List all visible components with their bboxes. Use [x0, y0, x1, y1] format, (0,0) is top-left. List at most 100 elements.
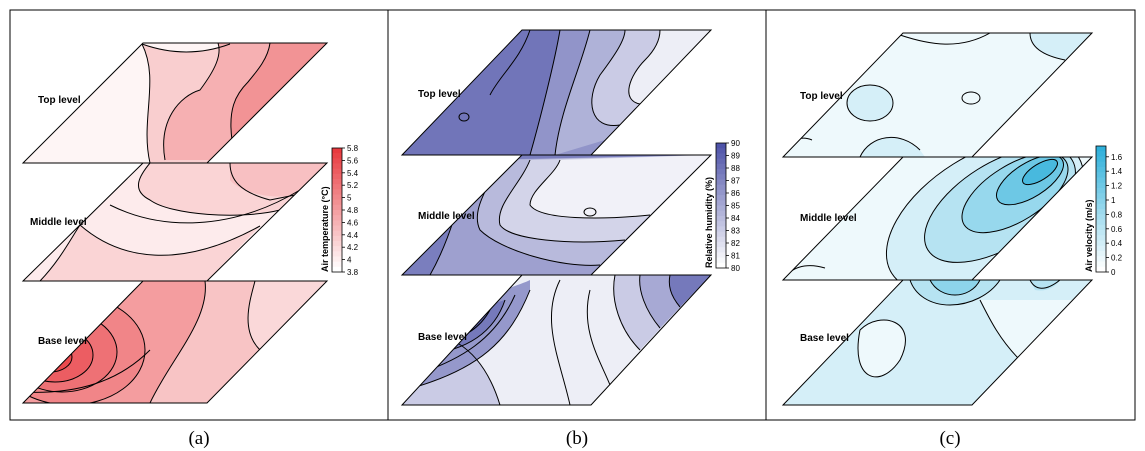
panel-b-top-plane: [400, 29, 713, 156]
colorbar-swatch: [716, 215, 726, 222]
colorbar-swatch: [716, 179, 726, 186]
panel-b-base-contour: [586, 289, 611, 386]
colorbar-swatch: [716, 148, 726, 155]
colorbar-swatch: [332, 225, 342, 232]
colorbar-swatch: [716, 163, 726, 170]
colorbar-tick-label: 4.6: [347, 218, 359, 227]
colorbar-tick-label: 1.6: [1111, 153, 1123, 162]
colorbar-swatch: [716, 236, 726, 243]
colorbar-swatch: [1096, 151, 1106, 158]
colorbar-swatch: [1096, 230, 1106, 236]
colorbar-swatch: [332, 256, 342, 263]
colorbar-swatch: [332, 246, 342, 252]
colorbar-swatch: [332, 266, 342, 273]
panel-a-top-contour: [141, 43, 151, 163]
colorbar-swatch: [332, 194, 342, 201]
panel-c-base-contour: [857, 319, 906, 378]
panel-a-base-contour: [247, 281, 261, 351]
colorbar-tick-label: 80: [731, 264, 740, 273]
colorbar-swatch: [716, 247, 726, 253]
panel-a-middle-plane: [21, 162, 329, 282]
panel-b-base-region: [669, 275, 711, 307]
colorbar-tick-label: 1.4: [1111, 167, 1123, 176]
colorbar-swatch: [1096, 209, 1106, 215]
colorbar-swatch: [332, 153, 342, 159]
panel-c-top-contour: [899, 33, 991, 45]
panel-c-base-region: [980, 300, 1080, 360]
panel-a-top-contour: [230, 43, 271, 141]
colorbar-tick-label: 90: [731, 139, 740, 148]
panel-c-base-contour: [979, 299, 1021, 361]
panel-c-top-plane: [781, 32, 1094, 158]
colorbar-swatch: [1096, 219, 1106, 226]
colorbar-tick-label: 4.4: [347, 231, 359, 240]
panel-b-middle-contour: [583, 207, 597, 217]
panel-c-middle-region: [1022, 159, 1058, 185]
panel-c-middle-contour: [1022, 158, 1058, 186]
colorbar-title: Air temperature (°C): [320, 186, 330, 272]
panel-c-base-contour: [909, 280, 1001, 306]
panel-c-base-region: [930, 280, 980, 295]
colorbar-tick-label: 4.8: [347, 206, 359, 215]
panel-c-middle-contour: [961, 157, 1069, 234]
panel-a-middle-contour: [39, 224, 81, 281]
panel-c-top-contour: [961, 91, 981, 105]
colorbar-swatch: [1096, 203, 1106, 210]
panel-b-middle-contour: [529, 159, 651, 219]
colorbar-tick-label: 84: [731, 214, 740, 223]
colorbar-tick-label: 5.8: [347, 144, 359, 153]
panel-c-top-region: [847, 85, 893, 121]
colorbar-swatch: [716, 184, 726, 191]
colorbar-swatch: [332, 215, 342, 221]
colorbar-swatch: [716, 221, 726, 227]
panel-c-base-region: [858, 320, 906, 377]
panel-c-middle-label: Middle level: [800, 213, 857, 224]
panel-b-base-contour: [613, 275, 641, 351]
colorbar-swatch: [1096, 146, 1106, 152]
panel-b-middle-region: [530, 155, 711, 218]
panel-c-top-region: [1030, 33, 1092, 60]
panel-b-base-outline: [400, 274, 713, 406]
colorbar-swatch: [716, 226, 726, 233]
colorbar-tick-label: 86: [731, 189, 740, 198]
colorbar-swatch: [1096, 172, 1106, 179]
panel-b-top-region: [628, 30, 711, 104]
colorbar-tick-label: 87: [731, 177, 740, 186]
colorbar-swatch: [332, 241, 342, 247]
colorbar-tick-label: 0.6: [1111, 225, 1123, 234]
colorbar-tick-label: 4.2: [347, 243, 359, 252]
caption-b: (b): [566, 428, 588, 449]
panel-a-base-label: Base level: [38, 336, 87, 347]
panel-b: Top level Middle level Base level 90 89 88…: [387, 9, 767, 421]
panel-b-base-contour: [404, 289, 531, 391]
colorbar-swatch: [332, 163, 342, 170]
colorbar-swatch: [1096, 198, 1106, 205]
colorbar-swatch: [716, 195, 726, 201]
colorbar-swatch: [1096, 161, 1106, 168]
colorbar-swatch: [1096, 193, 1106, 200]
panel-b-top-contour: [458, 112, 470, 122]
panel-a-top-plane: [21, 42, 329, 164]
colorbar-swatch: [332, 148, 342, 154]
colorbar-swatch: [1096, 256, 1106, 263]
panel-b-middle-label: Middle level: [418, 211, 475, 222]
colorbar-swatch: [1096, 235, 1106, 242]
colorbar-swatch: [716, 210, 726, 217]
panel-c-top-contour: [846, 84, 894, 122]
panel-a-middle-label: Middle level: [30, 217, 87, 228]
colorbar-swatch: [332, 179, 342, 185]
panel-c-base-label: Base level: [800, 333, 849, 344]
panel-c-base-plane: [781, 279, 1094, 406]
panel-b-base-label: Base level: [418, 332, 467, 343]
panel-c-middle-contour: [996, 157, 1064, 206]
colorbar-swatch: [1096, 245, 1106, 252]
colorbar-swatch: [716, 241, 726, 248]
colorbar-swatch: [716, 169, 726, 175]
panel-a-base-contour: [23, 349, 151, 393]
panel-b-base-contour: [668, 275, 681, 308]
panel-b-top-contour: [529, 30, 561, 155]
panel-b-top-contour: [554, 30, 591, 155]
panel-c-top-fill: [783, 33, 1092, 157]
colorbar-swatch: [1096, 261, 1106, 268]
panel-c-top-region: [860, 137, 925, 157]
